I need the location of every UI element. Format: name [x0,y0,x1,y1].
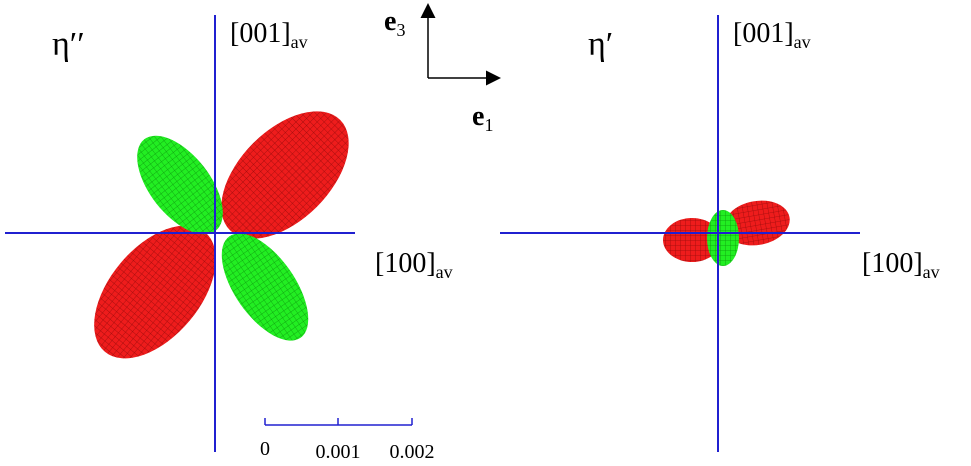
frame-label-main: e [384,6,396,37]
scale-label: 0.001 [316,441,361,463]
axis-label-sub: av [436,262,453,282]
red-lobe [724,200,790,246]
frame-label: e3 [384,6,405,40]
axis-label: [100]av [375,248,453,282]
green-lobe [707,210,739,266]
frame-label: e1 [472,101,493,135]
scale-label: 0 [260,438,270,460]
frame-label-sub: 1 [484,115,493,135]
right-lobes [663,200,790,266]
panel-label: η′′ [52,26,85,63]
axis-label-sub: av [291,32,308,52]
axis-label-sub: av [794,32,811,52]
panel-label: η′ [588,26,613,63]
axis-label-main: [100] [375,248,436,279]
axis-label: [100]av [862,248,940,282]
green-lobe [221,233,309,341]
axis-label-main: [001] [733,18,794,49]
axis-label-sub: av [923,262,940,282]
red-lobe [663,218,721,262]
green-lobe [137,135,223,235]
scale-label: 0.002 [390,441,435,463]
scale-bar [264,418,413,426]
frame-label-main: e [472,101,484,132]
frame-label-sub: 3 [396,20,405,40]
axis-label-main: [001] [230,18,291,49]
red-lobe [94,225,216,359]
red-lobe [221,111,349,239]
axis-label-main: [100] [862,248,923,279]
axis-label: [001]av [733,18,811,52]
axis-label: [001]av [230,18,308,52]
left-lobes [94,111,349,359]
